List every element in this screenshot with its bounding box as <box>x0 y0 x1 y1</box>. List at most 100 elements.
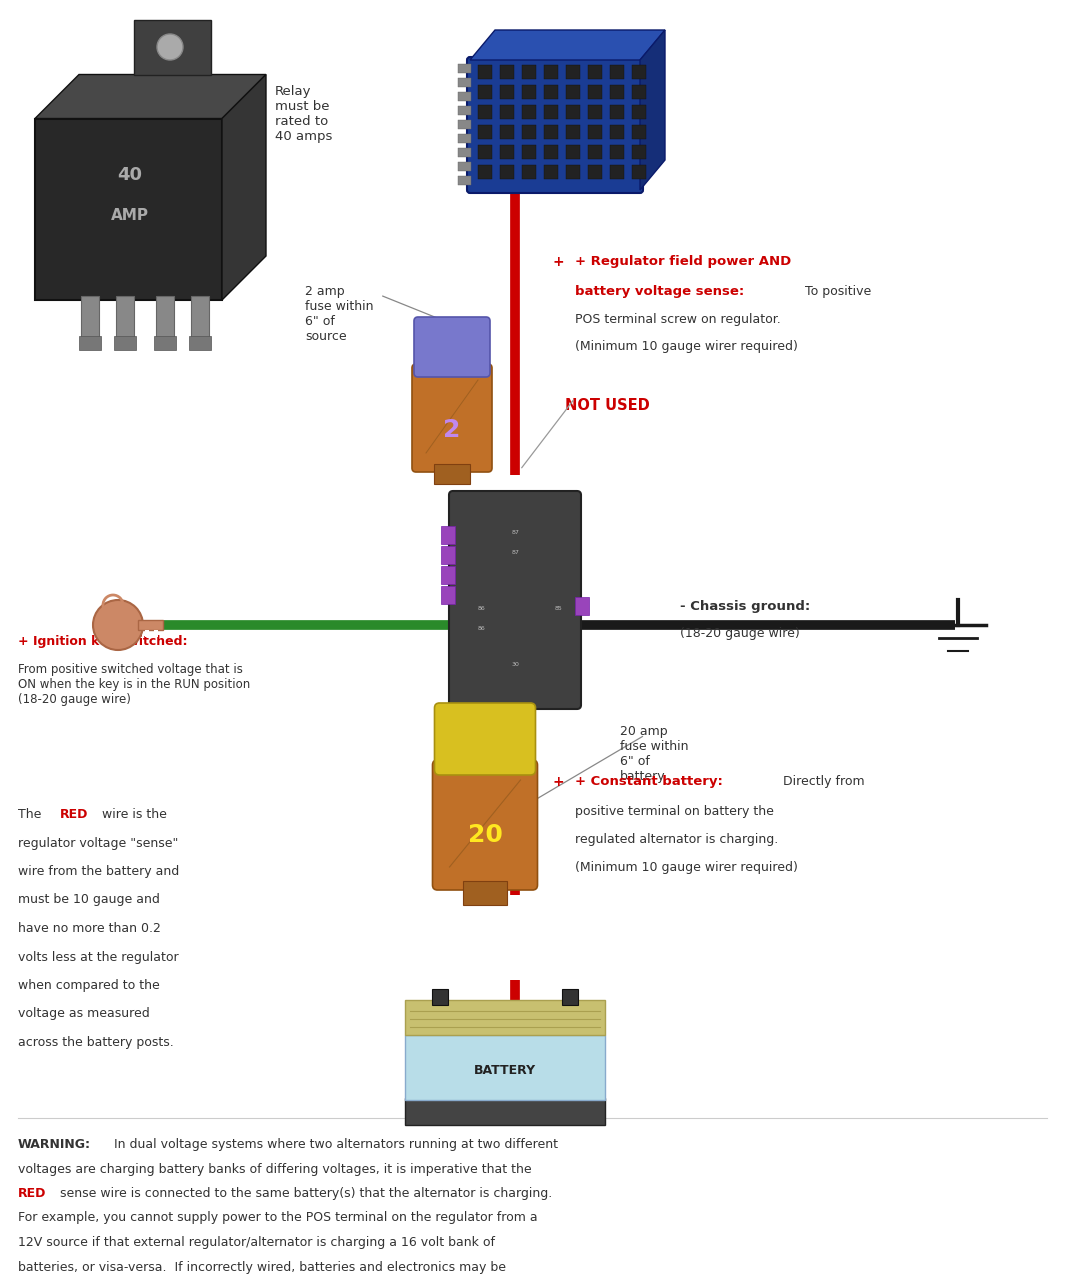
Text: 40: 40 <box>117 166 143 184</box>
Text: have no more than 0.2: have no more than 0.2 <box>18 922 161 934</box>
Text: 12V source if that external regulator/alternator is charging a 16 volt bank of: 12V source if that external regulator/al… <box>18 1236 495 1249</box>
Bar <box>588 105 602 119</box>
Bar <box>499 65 514 79</box>
Bar <box>588 84 602 99</box>
Text: volts less at the regulator: volts less at the regulator <box>18 951 179 964</box>
Text: POS terminal screw on regulator.: POS terminal screw on regulator. <box>575 314 781 326</box>
Text: must be 10 gauge and: must be 10 gauge and <box>18 893 160 906</box>
FancyBboxPatch shape <box>435 703 536 774</box>
Bar <box>138 620 163 630</box>
Bar <box>544 165 558 179</box>
Bar <box>154 630 158 637</box>
Text: 86: 86 <box>478 605 486 611</box>
Polygon shape <box>35 119 222 300</box>
Text: sense wire is connected to the same battery(s) that the alternator is charging.: sense wire is connected to the same batt… <box>56 1187 553 1201</box>
Text: The: The <box>18 808 46 820</box>
Bar <box>458 92 471 101</box>
Bar <box>544 105 558 119</box>
Text: (Minimum 10 gauge wirer required): (Minimum 10 gauge wirer required) <box>575 340 798 353</box>
Text: + Constant battery:: + Constant battery: <box>575 774 723 788</box>
FancyBboxPatch shape <box>449 492 581 709</box>
Bar <box>155 296 174 338</box>
Text: regulated alternator is charging.: regulated alternator is charging. <box>575 833 779 846</box>
Text: 87: 87 <box>512 530 520 535</box>
Text: + Regulator field power AND: + Regulator field power AND <box>575 255 791 268</box>
Text: AMP: AMP <box>111 207 149 223</box>
Text: regulator voltage "sense": regulator voltage "sense" <box>18 837 178 850</box>
Bar <box>441 586 455 604</box>
Polygon shape <box>222 74 266 300</box>
Text: (Minimum 10 gauge wirer required): (Minimum 10 gauge wirer required) <box>575 861 798 874</box>
Bar <box>478 145 492 159</box>
Text: For example, you cannot supply power to the POS terminal on the regulator from a: For example, you cannot supply power to … <box>18 1211 538 1225</box>
Text: NOT USED: NOT USED <box>566 398 650 413</box>
Bar <box>191 296 209 338</box>
Text: +: + <box>553 255 564 269</box>
Bar <box>458 175 471 186</box>
Text: To positive: To positive <box>797 285 871 298</box>
Bar <box>189 335 211 349</box>
Bar <box>478 125 492 140</box>
Bar <box>405 1036 605 1100</box>
Bar <box>478 105 492 119</box>
Text: 85: 85 <box>555 605 562 611</box>
Circle shape <box>93 600 143 650</box>
Bar <box>458 106 471 115</box>
Bar <box>610 65 624 79</box>
Text: RED: RED <box>18 1187 47 1201</box>
Bar <box>441 526 455 544</box>
Bar <box>114 335 136 349</box>
Text: 87: 87 <box>512 549 520 554</box>
Bar <box>588 125 602 140</box>
Bar <box>522 84 536 99</box>
Bar <box>441 566 455 584</box>
Polygon shape <box>640 29 665 189</box>
Bar <box>566 165 580 179</box>
Bar <box>610 84 624 99</box>
Bar <box>458 148 471 157</box>
Polygon shape <box>35 74 266 119</box>
Text: 30: 30 <box>512 663 520 667</box>
Text: 2 amp
fuse within
6" of
source: 2 amp fuse within 6" of source <box>305 285 374 343</box>
Bar <box>610 165 624 179</box>
Text: BATTERY: BATTERY <box>474 1065 536 1078</box>
Text: In dual voltage systems where two alternators running at two different: In dual voltage systems where two altern… <box>106 1138 558 1151</box>
Text: WARNING:: WARNING: <box>18 1138 91 1151</box>
Text: battery voltage sense:: battery voltage sense: <box>575 285 744 298</box>
Bar <box>544 84 558 99</box>
Text: 20: 20 <box>468 823 503 846</box>
Bar <box>458 134 471 143</box>
FancyBboxPatch shape <box>466 58 643 193</box>
Bar <box>610 105 624 119</box>
FancyBboxPatch shape <box>414 317 490 378</box>
Bar <box>405 1098 605 1125</box>
Bar <box>458 163 471 172</box>
Text: - Chassis ground:: - Chassis ground: <box>679 600 810 613</box>
Text: 2: 2 <box>443 419 461 442</box>
Bar <box>522 145 536 159</box>
Bar <box>522 125 536 140</box>
Polygon shape <box>134 19 211 74</box>
Bar <box>458 64 471 73</box>
Bar <box>499 84 514 99</box>
Bar <box>458 78 471 87</box>
Bar <box>544 125 558 140</box>
Bar <box>588 65 602 79</box>
Bar <box>116 296 134 338</box>
Bar <box>522 105 536 119</box>
Bar <box>458 120 471 129</box>
Bar <box>610 125 624 140</box>
Text: 20 amp
fuse within
6" of
battery: 20 amp fuse within 6" of battery <box>620 724 688 783</box>
Bar <box>405 1000 605 1036</box>
Text: across the battery posts.: across the battery posts. <box>18 1036 174 1050</box>
Text: batteries, or visa-versa.  If incorrectly wired, batteries and electronics may b: batteries, or visa-versa. If incorrectly… <box>18 1261 506 1274</box>
Bar <box>499 145 514 159</box>
Bar <box>499 105 514 119</box>
Text: wire from the battery and: wire from the battery and <box>18 865 179 878</box>
Bar <box>441 547 455 564</box>
Bar <box>632 125 646 140</box>
Bar <box>522 165 536 179</box>
Bar <box>463 881 507 905</box>
Text: when compared to the: when compared to the <box>18 979 160 992</box>
Bar <box>478 165 492 179</box>
